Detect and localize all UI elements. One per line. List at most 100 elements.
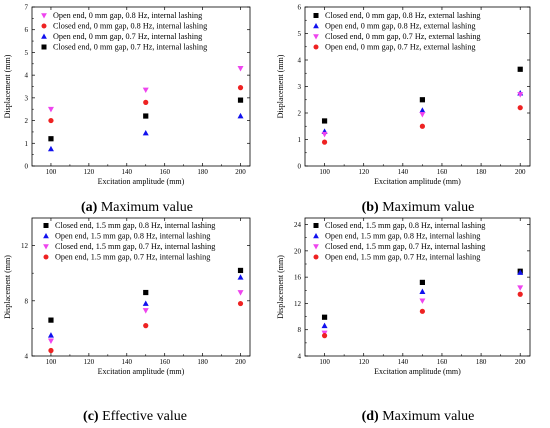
y-tick-label: 3 xyxy=(298,83,302,91)
data-point-s4-3 xyxy=(517,105,523,111)
plot-frame xyxy=(304,217,531,357)
legend-marker-1 xyxy=(41,13,47,19)
legend-label-4: Closed end, 0 mm gap, 0.7 Hz, internal l… xyxy=(53,43,207,52)
y-axis-label: Displacement (mm) xyxy=(276,54,285,118)
legend-marker-4 xyxy=(313,254,319,260)
legend-marker-3 xyxy=(313,244,319,250)
legend-label-4: Open end, 1.5 mm gap, 0.7 Hz, internal l… xyxy=(55,253,210,262)
data-point-s4-1 xyxy=(321,333,328,339)
data-point-s1-1 xyxy=(321,314,328,320)
data-point-s3-3 xyxy=(237,112,244,119)
data-point-s1-1 xyxy=(47,106,54,113)
y-tick-label: 8 xyxy=(298,326,302,334)
data-point-s4-2 xyxy=(143,113,149,119)
data-point-s4-2 xyxy=(419,308,425,314)
legend-marker-2 xyxy=(43,233,49,239)
x-tick-label: 200 xyxy=(235,358,246,366)
data-point-s2-2 xyxy=(143,99,149,105)
plot-frame xyxy=(304,6,531,167)
y-tick-label: 1 xyxy=(25,140,29,148)
legend: Open end, 0 mm gap, 0.8 Hz, internal las… xyxy=(41,11,207,52)
legend-marker-3 xyxy=(43,244,49,250)
x-tick-label: 180 xyxy=(197,168,208,176)
x-tick-label: 180 xyxy=(197,358,208,366)
y-tick-label: 5 xyxy=(25,49,29,57)
x-axis-label: Excitation amplitude (mm) xyxy=(98,367,185,376)
legend-label-4: Open end, 1.5 mm gap, 0.7 Hz, internal l… xyxy=(325,253,480,262)
data-point-s1-1 xyxy=(321,118,328,124)
data-point-s1-3 xyxy=(517,66,523,72)
data-point-s3-1 xyxy=(47,338,54,344)
data-point-s1-2 xyxy=(419,279,425,285)
x-tick-label: 160 xyxy=(159,358,170,366)
data-point-s2-2 xyxy=(142,300,149,306)
plot-frame xyxy=(31,6,251,167)
x-axis-label: Excitation amplitude (mm) xyxy=(374,367,461,376)
y-axis-label: Displacement (mm) xyxy=(3,255,12,319)
panel-caption: (a) Maximum value xyxy=(81,200,193,215)
y-tick-label: 12 xyxy=(21,242,29,250)
data-point-s4-1 xyxy=(321,139,328,145)
data-point-s3-1 xyxy=(47,145,54,152)
x-tick-label: 100 xyxy=(319,358,330,366)
x-tick-label: 160 xyxy=(437,358,448,366)
data-point-s3-3 xyxy=(517,285,524,291)
legend-label-2: Open end, 1.5 mm gap, 0.8 Hz, internal l… xyxy=(325,232,480,241)
data-point-s4-2 xyxy=(143,323,149,329)
legend-marker-4 xyxy=(41,44,47,50)
x-tick-label: 120 xyxy=(358,358,369,366)
y-tick-label: 12 xyxy=(294,300,302,308)
data-point-s1-2 xyxy=(419,97,425,103)
chart-panel-3: 100 120 140 160 180 200 4 8 12 Excitation amplitu… xyxy=(3,217,251,424)
y-tick-label: 1 xyxy=(298,136,302,144)
legend-label-3: Open end, 0 mm gap, 0.7 Hz, internal las… xyxy=(53,32,202,41)
y-tick-label: 6 xyxy=(25,26,29,34)
data-point-s3-2 xyxy=(419,111,426,118)
legend-label-3: Closed end, 0 mm gap, 0.7 Hz, external l… xyxy=(325,32,481,41)
x-tick-label: 180 xyxy=(476,168,487,176)
data-point-s2-2 xyxy=(419,288,426,294)
y-tick-label: 3 xyxy=(25,94,29,102)
data-point-s4-3 xyxy=(237,97,244,103)
legend-label-2: Open end, 0 mm gap, 0.8 Hz, external las… xyxy=(325,22,476,31)
legend-label-2: Open end, 1.5 mm gap, 0.8 Hz, internal l… xyxy=(55,232,210,241)
x-tick-label: 160 xyxy=(159,168,170,176)
legend-marker-1 xyxy=(43,223,49,228)
data-point-s3-3 xyxy=(237,290,244,296)
data-point-s1-3 xyxy=(237,65,244,72)
chart-panel-1: 100 120 140 160 180 200 0 1 2 3 4 5 6 7 Excitation amp… xyxy=(3,4,251,215)
x-tick-label: 140 xyxy=(122,358,133,366)
legend: Closed end, 0 mm gap, 0.8 Hz, external l… xyxy=(313,11,481,52)
data-point-s2-3 xyxy=(237,274,244,280)
data-point-s1-2 xyxy=(143,289,149,296)
legend-label-4: Open end, 0 mm gap, 0.7 Hz, external las… xyxy=(325,43,476,52)
x-tick-label: 180 xyxy=(476,358,487,366)
y-axis-label: Displacement (mm) xyxy=(276,255,285,319)
y-tick-label: 0 xyxy=(298,163,302,171)
legend-label-2: Closed end, 0 mm gap, 0.8 Hz, internal l… xyxy=(53,22,207,31)
data-point-s3-2 xyxy=(419,298,426,304)
data-point-s4-2 xyxy=(419,123,425,129)
x-tick-label: 120 xyxy=(84,358,95,366)
chart-panel-2: 100 120 140 160 180 200 0 1 2 3 4 5 6 Excitation ampl… xyxy=(276,4,531,215)
legend-label-3: Closed end, 1.5 mm gap, 0.7 Hz, internal… xyxy=(325,242,485,251)
legend-marker-4 xyxy=(313,44,319,50)
chart-panel-4: 100 120 140 160 180 200 4 8 12 16 20 24 Excitation a… xyxy=(276,217,531,424)
x-tick-label: 200 xyxy=(515,168,526,176)
data-point-s2-1 xyxy=(48,117,54,124)
data-point-s2-3 xyxy=(517,269,524,275)
x-tick-label: 100 xyxy=(46,358,57,366)
legend: Closed end, 1.5 mm gap, 0.8 Hz, internal… xyxy=(313,221,485,262)
panel-caption: (b) Maximum value xyxy=(362,200,475,215)
legend-marker-2 xyxy=(313,23,319,29)
y-tick-label: 4 xyxy=(298,353,302,361)
y-tick-label: 2 xyxy=(298,110,302,118)
y-tick-label: 4 xyxy=(298,57,302,65)
panel-caption: (d) Maximum value xyxy=(362,409,475,424)
legend-label-1: Open end, 0 mm gap, 0.8 Hz, internal las… xyxy=(53,11,202,20)
legend-marker-2 xyxy=(41,23,47,29)
y-tick-label: 6 xyxy=(298,4,302,12)
data-point-s4-1 xyxy=(48,347,54,354)
data-point-s3-2 xyxy=(142,308,149,314)
x-tick-label: 160 xyxy=(437,168,448,176)
